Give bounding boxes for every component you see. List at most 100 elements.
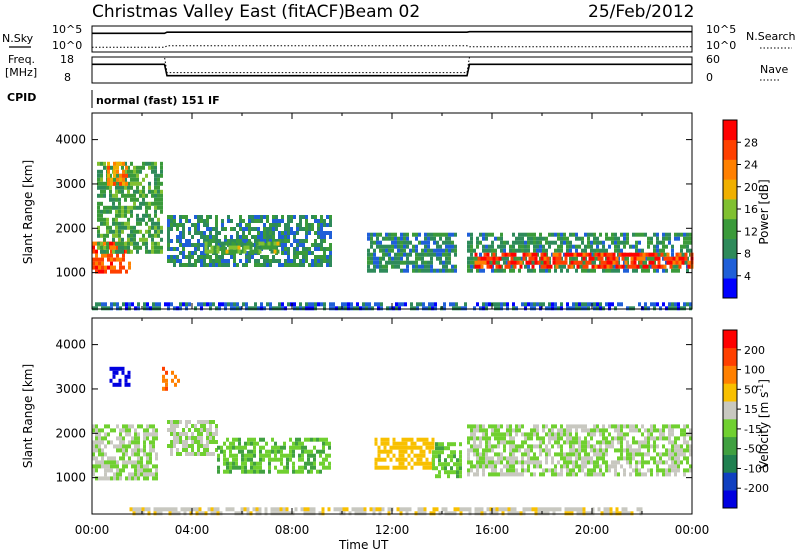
heatmap-cell-3: [176, 227, 179, 231]
heatmap-cell-7: [641, 472, 644, 477]
heatmap-cell-7: [680, 460, 683, 465]
heatmap-cell-7: [567, 252, 571, 257]
heatmap-cell-7: [638, 460, 641, 465]
heatmap-cell-5: [400, 240, 403, 245]
heatmap-cell-6: [539, 244, 542, 249]
heatmap-cell-5: [410, 449, 414, 454]
heatmap-cell-7: [584, 448, 587, 453]
heatmap-cell-7: [603, 252, 607, 257]
heatmap-cell-0: [143, 464, 146, 469]
heatmap-cell-7: [662, 444, 665, 449]
heatmap-cell-4: [274, 457, 277, 462]
heatmap-cell-7: [662, 460, 665, 465]
heatmap-cell-8: [507, 511, 511, 516]
heatmap-cell-4: [319, 469, 322, 474]
heatmap-cell-7: [573, 260, 577, 265]
heatmap-cell-8: [258, 511, 262, 516]
heatmap-cell-5: [436, 244, 439, 249]
heatmap-cell-1: [130, 205, 133, 210]
heatmap-cell-7: [536, 464, 539, 469]
heatmap-cell-7: [636, 256, 640, 261]
heatmap-cell-7: [554, 432, 557, 437]
heatmap-cell-8: [185, 302, 188, 307]
heatmap-cell-6: [647, 244, 650, 249]
heatmap-cell-3: [329, 243, 332, 247]
heatmap-cell-8: [171, 507, 175, 512]
heatmap-cell-7: [512, 468, 515, 473]
heatmap-cell-8: [611, 302, 614, 307]
heatmap-cell-3: [194, 452, 197, 456]
heatmap-cell-5: [385, 268, 388, 273]
heatmap-cell-8: [537, 507, 541, 512]
heatmap-cell-0: [113, 472, 116, 477]
heatmap-cell-4: [265, 449, 268, 454]
heatmap-cell-3: [179, 452, 182, 456]
heatmap-cell-5: [415, 256, 418, 261]
heatmap-cell-1: [154, 193, 157, 198]
heatmap-cell-7: [563, 452, 566, 457]
heatmap-cell-3: [305, 239, 308, 243]
heatmap-cell-7: [548, 436, 551, 441]
heatmap-cell-3: [326, 247, 329, 251]
heatmap-cell-7: [642, 252, 646, 257]
heatmap-cell-0: [128, 432, 131, 437]
heatmap-cell-7: [539, 464, 542, 469]
heatmap-cell-0: [146, 428, 149, 433]
heatmap-cell-7: [536, 436, 539, 441]
heatmap-cell-8: [608, 306, 611, 311]
heatmap-cell-8: [581, 302, 584, 307]
heatmap-cell-0: [137, 448, 140, 453]
heatmap-cell-0: [149, 452, 152, 457]
heatmap-cell-7: [587, 452, 590, 457]
heatmap-cell-5: [380, 457, 384, 462]
heatmap-cell-7: [683, 432, 686, 437]
heatmap-cell-8: [249, 511, 253, 516]
heatmap-cell-0: [119, 428, 122, 433]
heatmap-cell-8: [587, 302, 590, 307]
heatmap-cell-8: [327, 507, 331, 512]
heatmap-cell-1: [157, 229, 160, 234]
heatmap-cell-5: [425, 461, 429, 466]
heatmap-cell-1: [118, 249, 121, 254]
heatmap-cell-2: [177, 378, 180, 383]
heatmap-cell-7: [528, 256, 532, 261]
heatmap-cell-8: [629, 306, 632, 311]
heatmap-cell-5: [406, 264, 409, 269]
heatmap-cell-7: [527, 452, 530, 457]
heatmap-cell-4: [258, 245, 262, 250]
heatmap-cell-7: [668, 440, 671, 445]
heatmap-cell-4: [298, 457, 301, 462]
heatmap-cell-1: [142, 189, 145, 194]
heatmap-cell-8: [152, 302, 155, 307]
heatmap-cell-7: [521, 452, 524, 457]
heatmap-cell-3: [185, 436, 188, 440]
heatmap-cell-3: [272, 239, 275, 243]
heatmap-cell-5: [424, 236, 427, 241]
heatmap-cell-8: [546, 511, 550, 516]
heatmap-cell-0: [113, 476, 116, 481]
heatmap-cell-6: [548, 232, 551, 237]
heatmap-cell-8: [464, 306, 467, 311]
xtick-label: 20:00: [575, 523, 610, 537]
heatmap-cell-8: [158, 302, 161, 307]
heatmap-cell-8: [141, 507, 145, 512]
heatmap-cell-1: [148, 201, 151, 206]
heatmap-cell-1: [121, 205, 124, 210]
heatmap-cell-3: [323, 259, 326, 263]
heatmap-cell-6: [665, 232, 668, 237]
heatmap-cell-7: [611, 436, 614, 441]
heatmap-cell-6: [482, 236, 485, 241]
heatmap-cell-4: [268, 469, 271, 474]
heatmap-cell-6: [665, 244, 668, 249]
heatmap-cell-7: [590, 468, 593, 473]
heatmap-cell-1: [130, 173, 133, 178]
heatmap-cell-7: [689, 464, 692, 469]
heatmap-cell-1: [97, 225, 100, 230]
heatmap-cell-0: [146, 472, 149, 477]
heatmap-cell-6: [563, 236, 566, 241]
heatmap-cell-4: [289, 449, 292, 454]
heatmap-cell-7: [599, 452, 602, 457]
heatmap-cell-7: [572, 464, 575, 469]
heatmap-cell-3: [266, 259, 269, 263]
